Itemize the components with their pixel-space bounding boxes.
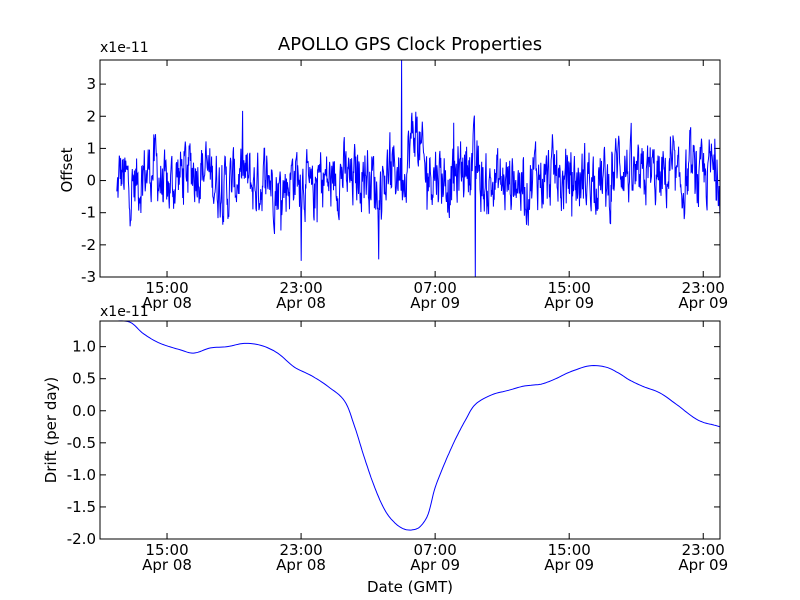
x-tick-label-time: 23:00 xyxy=(682,541,725,559)
y-tick-label: -1.5 xyxy=(67,498,96,516)
y-tick-label: 2 xyxy=(86,107,96,125)
drift-series-line xyxy=(115,320,721,531)
top-ylabel: Offset xyxy=(58,147,76,192)
y-tick-label: 0 xyxy=(86,172,96,190)
x-tick-label-time: 15:00 xyxy=(548,279,591,297)
chart-title: APOLLO GPS Clock Properties xyxy=(278,34,542,55)
y-tick-label: 0.5 xyxy=(72,370,96,388)
y-tick-label: 1 xyxy=(86,139,96,157)
x-tick-label-date: Apr 08 xyxy=(276,294,326,312)
x-tick-label-date: Apr 08 xyxy=(276,556,326,574)
x-tick-label-time: 15:00 xyxy=(548,541,591,559)
bottom-scale-label: x1e-11 xyxy=(100,304,149,320)
x-tick-label-date: Apr 09 xyxy=(544,556,594,574)
x-tick-label-time: 23:00 xyxy=(279,541,322,559)
y-tick-label: -0.5 xyxy=(67,434,96,452)
x-tick-label-time: 23:00 xyxy=(682,279,725,297)
y-tick-label: -2 xyxy=(81,236,96,254)
y-tick-label: 0.0 xyxy=(72,402,96,420)
y-tick-label: -3 xyxy=(81,268,96,286)
x-tick-label-time: 15:00 xyxy=(145,279,188,297)
top-axes-frame xyxy=(99,59,721,278)
x-tick-label-date: Apr 09 xyxy=(678,556,728,574)
y-tick-label: -2.0 xyxy=(67,530,96,548)
x-tick-label-date: Apr 08 xyxy=(142,294,192,312)
x-tick-label-time: 23:00 xyxy=(279,279,322,297)
x-tick-label-date: Apr 09 xyxy=(678,294,728,312)
x-tick-label-date: Apr 09 xyxy=(410,294,460,312)
bottom-axes-frame xyxy=(99,320,721,540)
x-tick-label-date: Apr 08 xyxy=(142,556,192,574)
y-tick-label: 1.0 xyxy=(72,338,96,356)
x-tick-label-time: 15:00 xyxy=(145,541,188,559)
top-scale-label: x1e-11 xyxy=(100,40,149,56)
bottom-xlabel: Date (GMT) xyxy=(367,578,453,596)
y-tick-label: -1.0 xyxy=(67,466,96,484)
offset-series-line xyxy=(116,59,721,278)
y-tick-label: 3 xyxy=(86,75,96,93)
y-tick-label: -1 xyxy=(81,204,96,222)
x-tick-label-date: Apr 09 xyxy=(544,294,594,312)
bottom-ylabel: Drift (per day) xyxy=(42,377,60,484)
x-tick-label-date: Apr 09 xyxy=(410,556,460,574)
x-tick-label-time: 07:00 xyxy=(414,279,457,297)
x-tick-label-time: 07:00 xyxy=(414,541,457,559)
